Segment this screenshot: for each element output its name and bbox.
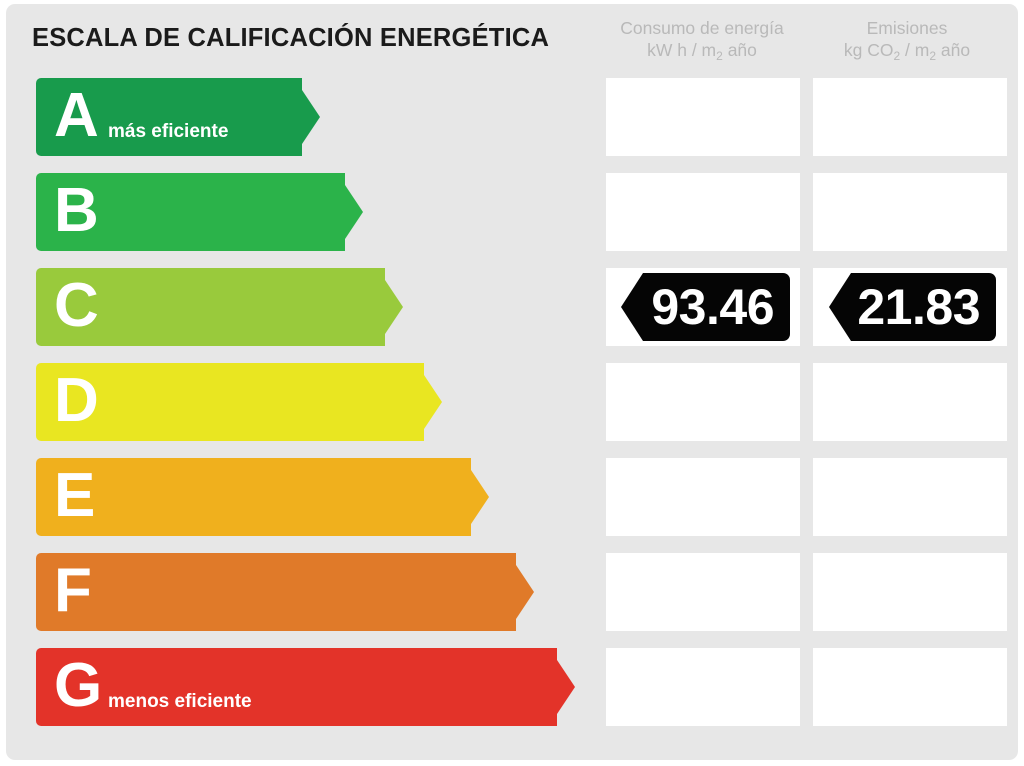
energy-unit-sub: 2 <box>716 49 723 63</box>
column-header-energy: Consumo de energía kW h / m2 año <box>600 17 804 67</box>
emissions-unit-sub: 2 <box>893 49 901 63</box>
emissions-unit-sub2: 2 <box>929 49 937 63</box>
rating-row-e: E <box>6 458 1018 536</box>
band-arrow-tip-icon <box>463 458 489 536</box>
certificate-header: ESCALA DE CALIFICACIÓN ENERGÉTICA Consum… <box>6 4 1018 78</box>
column-header-emissions-line2: kg CO2 / m2 año <box>807 39 1007 67</box>
rating-row-d: D <box>6 363 1018 441</box>
page-title: ESCALA DE CALIFICACIÓN ENERGÉTICA <box>32 24 550 52</box>
rating-row-c: C 93.46 21.83 <box>6 268 1018 346</box>
value-cell-energy-e <box>606 458 800 536</box>
band-arrow-tip-icon <box>416 363 442 441</box>
value-cell-emissions-e <box>813 458 1007 536</box>
band-arrow-tip-icon <box>508 553 534 631</box>
band-arrow-tip-icon <box>549 648 575 726</box>
rating-band-c[interactable]: C <box>36 268 403 346</box>
rating-row-f: F <box>6 553 1018 631</box>
value-cell-energy-g <box>606 648 800 726</box>
value-cell-emissions-b <box>813 173 1007 251</box>
band-arrow-tip-icon <box>337 173 363 251</box>
efficiency-note: más eficiente <box>108 121 229 142</box>
rating-band-f[interactable]: F <box>36 553 534 631</box>
energy-rating-certificate: ESCALA DE CALIFICACIÓN ENERGÉTICA Consum… <box>6 4 1018 760</box>
energy-unit-post: año <box>722 40 757 60</box>
rating-letter: G <box>54 650 103 720</box>
rating-letter: D <box>54 365 99 435</box>
rating-letter: E <box>54 460 96 530</box>
rating-row-b: B <box>6 173 1018 251</box>
energy-unit-pre: kW h / m <box>647 40 717 60</box>
rating-band-e[interactable]: E <box>36 458 489 536</box>
rating-band-b[interactable]: B <box>36 173 363 251</box>
value-cell-emissions-d <box>813 363 1007 441</box>
emissions-unit-mid: / m <box>900 40 930 60</box>
rating-letter: A <box>54 80 99 150</box>
column-header-emissions-line1: Emisiones <box>866 18 948 38</box>
rating-band-d[interactable]: D <box>36 363 442 441</box>
rating-letter: B <box>54 175 99 245</box>
band-arrow-tip-icon <box>294 78 320 156</box>
band-arrow-tip-icon <box>377 268 403 346</box>
value-cell-emissions-g <box>813 648 1007 726</box>
emissions-unit-post: año <box>936 40 971 60</box>
rating-letter: F <box>54 555 92 625</box>
column-header-energy-line2: kW h / m2 año <box>600 39 804 67</box>
emissions-unit-pre: kg CO <box>843 40 894 60</box>
column-header-emissions: Emisiones kg CO2 / m2 año <box>807 17 1007 67</box>
rating-letter: C <box>54 270 99 340</box>
value-cell-emissions-f <box>813 553 1007 631</box>
value-cell-energy-a <box>606 78 800 156</box>
value-cell-energy-f <box>606 553 800 631</box>
value-cell-emissions-a <box>813 78 1007 156</box>
column-header-energy-line1: Consumo de energía <box>620 18 784 38</box>
value-tag-emissions: 21.83 <box>829 273 996 341</box>
value-cell-energy-d <box>606 363 800 441</box>
efficiency-note: menos eficiente <box>108 691 252 712</box>
value-tag-energy: 93.46 <box>621 273 790 341</box>
value-cell-energy-b <box>606 173 800 251</box>
